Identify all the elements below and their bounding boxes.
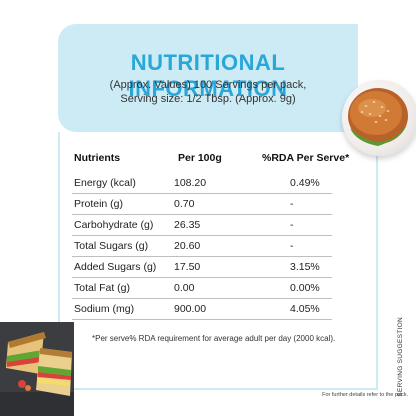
nutrient-name: Protein (g) [74, 198, 124, 210]
per-100g-value: 17.50 [174, 261, 201, 273]
per-100g-value: 20.60 [174, 240, 201, 252]
page-title: NUTRITIONAL INFORMATION [128, 50, 288, 101]
column-header-per-100g: Per 100g [178, 152, 222, 164]
rda-value: 0.49% [290, 177, 320, 189]
nutrient-name: Carbohydrate (g) [74, 219, 154, 231]
table-row: Sodium (mg) 900.00 4.05% [72, 300, 332, 320]
serving-info: (Approx. Values) 100 Servings per pack, … [68, 78, 348, 106]
rda-value: 0.00% [290, 282, 320, 294]
burger-plate-image [342, 80, 416, 156]
rda-footnote: *Per serve% RDA requirement for average … [92, 334, 336, 343]
serving-info-line-2: Serving size: 1/2 Tbsp. (Approx. 9g) [120, 93, 296, 105]
serving-info-line-1: (Approx. Values) 100 Servings per pack, [109, 79, 307, 91]
header-background [58, 24, 358, 132]
serving-suggestion-text: SERVING SUGGESTION [396, 317, 404, 397]
per-100g-value: 900.00 [174, 303, 207, 315]
sandwich-illustration [0, 322, 74, 416]
table-frame [58, 132, 378, 390]
sandwich-image [0, 322, 74, 416]
nutrient-name: Sodium (mg) [74, 303, 135, 315]
nutrient-name: Total Fat (g) [74, 282, 131, 294]
column-header-rda: %RDA Per Serve* [262, 152, 350, 164]
per-100g-value: 108.20 [174, 177, 207, 189]
rda-value: - [290, 240, 294, 252]
table-row: Total Fat (g) 0.00 0.00% [72, 279, 332, 299]
further-details-note: For further details refer to the pack. [322, 392, 408, 398]
rda-value: - [290, 198, 294, 210]
per-100g-value: 26.35 [174, 219, 201, 231]
nutrient-name: Total Sugars (g) [74, 240, 149, 252]
table-row: Added Sugars (g) 17.50 3.15% [72, 258, 332, 278]
table-row: Energy (kcal) 108.20 0.49% [72, 174, 332, 194]
per-100g-value: 0.00 [174, 282, 195, 294]
rda-value: - [290, 219, 294, 231]
serving-suggestion-label: SERVING SUGGESTION [392, 317, 408, 397]
table-header: Nutrients Per 100g %RDA Per Serve* [72, 152, 352, 168]
nutrient-name: Added Sugars (g) [74, 261, 157, 273]
rda-value: 4.05% [290, 303, 320, 315]
burger-illustration [348, 88, 408, 146]
table-row: Carbohydrate (g) 26.35 - [72, 216, 332, 236]
column-header-nutrients: Nutrients [74, 152, 121, 164]
per-100g-value: 0.70 [174, 198, 195, 210]
rda-value: 3.15% [290, 261, 320, 273]
table-row: Total Sugars (g) 20.60 - [72, 237, 332, 257]
table-row: Protein (g) 0.70 - [72, 195, 332, 215]
nutrient-name: Energy (kcal) [74, 177, 136, 189]
